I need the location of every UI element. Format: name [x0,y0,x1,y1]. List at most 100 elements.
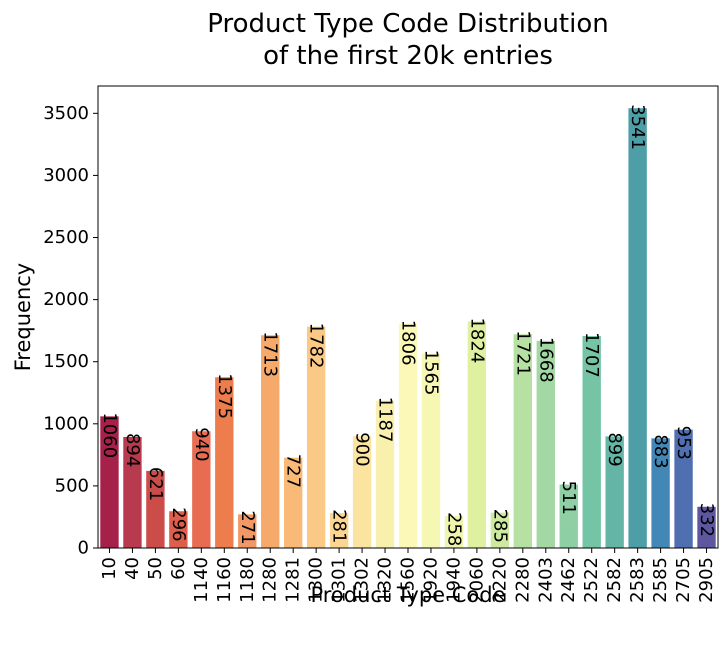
x-tick-label-1301: 1301 [329,557,350,603]
data-label-2060: 1824 [466,317,487,363]
x-tick-label-2403: 2403 [535,557,556,603]
data-label-1301: 281 [329,509,350,543]
x-tick-label-60: 60 [168,557,189,580]
data-label-1320: 1187 [375,397,396,443]
plot-frame [97,85,719,549]
x-tick-label-2462: 2462 [558,557,579,603]
data-label-50: 621 [145,467,166,501]
x-tick-label-1160: 1160 [214,557,235,603]
data-label-2582: 899 [604,432,625,466]
chart-title-line-1: Product Type Code Distribution [207,9,608,39]
data-label-2462: 511 [558,481,579,515]
data-label-1160: 1375 [214,373,235,419]
bar-2585 [651,438,670,548]
data-label-2220: 285 [489,509,510,543]
x-tick-label-10: 10 [99,557,120,580]
y-tick-label-3000: 3000 [43,165,89,186]
x-axis: 10 40 50 60 1140 1160 1180 1280 1281 1300 1301 1302… [99,548,717,603]
bar-1302 [352,436,372,548]
bar-2583 [628,108,647,548]
x-tick-label-1300: 1300 [306,557,327,603]
y-tick-label-3500: 3500 [43,103,89,124]
bar-1280 [261,335,280,548]
x-axis-label: Product Type Code [310,583,505,607]
x-tick-label-1940: 1940 [443,557,464,603]
data-label-2522: 1707 [581,332,602,378]
data-label-10: 1060 [99,412,120,458]
bar-2060 [467,321,487,548]
bar-1160 [215,377,234,548]
bar-10 [100,416,119,548]
x-tick-label-1140: 1140 [191,557,212,603]
x-tick-label-40: 40 [122,557,143,580]
bar-2403 [536,340,555,548]
x-tick-label-2585: 2585 [650,557,671,603]
chart-title-line-2: of the first 20k entries [263,41,553,71]
bars-group [100,108,716,548]
data-label-1920: 1565 [420,350,441,396]
bar-2705 [674,429,693,548]
x-tick-label-2060: 2060 [466,557,487,603]
data-label-1180: 271 [237,510,258,544]
x-tick-label-2705: 2705 [673,557,694,603]
bar-1180 [238,514,257,548]
x-tick-label-1180: 1180 [237,557,258,603]
x-tick-label-1302: 1302 [352,557,373,603]
data-label-1940: 258 [443,512,464,546]
y-axis: 0 500 1000 1500 2000 2500 3000 3500 [43,103,98,559]
data-label-2403: 1668 [535,337,556,383]
bar-2522 [582,336,601,548]
bar-40 [123,436,142,548]
data-label-1560: 1806 [398,320,419,366]
bar-2905 [697,506,716,548]
bar-1140 [192,431,211,548]
y-tick-label-2000: 2000 [43,289,89,310]
bar-1300 [306,326,326,548]
x-tick-label-2220: 2220 [489,557,510,603]
y-axis-label: Frequency [11,263,35,372]
data-label-2585: 883 [650,434,671,468]
bar-2462 [559,484,578,548]
bar-1320 [375,400,395,548]
data-label-2705: 953 [673,426,694,460]
x-tick-label-2905: 2905 [696,557,717,603]
x-tick-label-50: 50 [145,557,166,580]
y-tick-label-500: 500 [55,475,89,496]
data-label-1281: 727 [283,454,304,488]
x-tick-label-1320: 1320 [375,557,396,603]
bar-1301 [329,513,349,548]
data-label-2583: 3541 [627,104,648,150]
x-tick-label-2280: 2280 [512,557,533,603]
y-tick-label-2500: 2500 [43,227,89,248]
bar-1560 [398,323,418,548]
data-label-60: 296 [168,507,189,541]
x-tick-label-2582: 2582 [604,557,625,603]
bar-60 [169,511,188,548]
x-tick-label-2522: 2522 [581,557,602,603]
x-tick-label-1920: 1920 [420,557,441,603]
data-label-1300: 1782 [306,323,327,369]
bar-1281 [284,457,303,548]
y-tick-label-1500: 1500 [43,351,89,372]
data-label-2905: 332 [696,503,717,537]
bar-50 [146,470,165,548]
bar-2280 [513,334,532,548]
bar-1920 [421,353,441,548]
x-tick-label-1281: 1281 [283,557,304,603]
x-tick-label-1560: 1560 [398,557,419,603]
y-tick-label-0: 0 [78,538,89,559]
data-label-40: 894 [122,433,143,467]
data-label-1280: 1713 [260,331,281,377]
y-tick-label-1000: 1000 [43,413,89,434]
data-label-1302: 900 [352,432,373,466]
chart-title: Product Type Code Distribution of the fi… [207,9,608,71]
data-label-1140: 940 [191,427,212,461]
x-tick-label-2583: 2583 [627,557,648,603]
bar-2582 [605,436,624,548]
x-tick-label-1280: 1280 [260,557,281,603]
bar-2220 [490,512,510,548]
bar-1940 [444,515,464,548]
data-label-2280: 1721 [512,330,533,376]
